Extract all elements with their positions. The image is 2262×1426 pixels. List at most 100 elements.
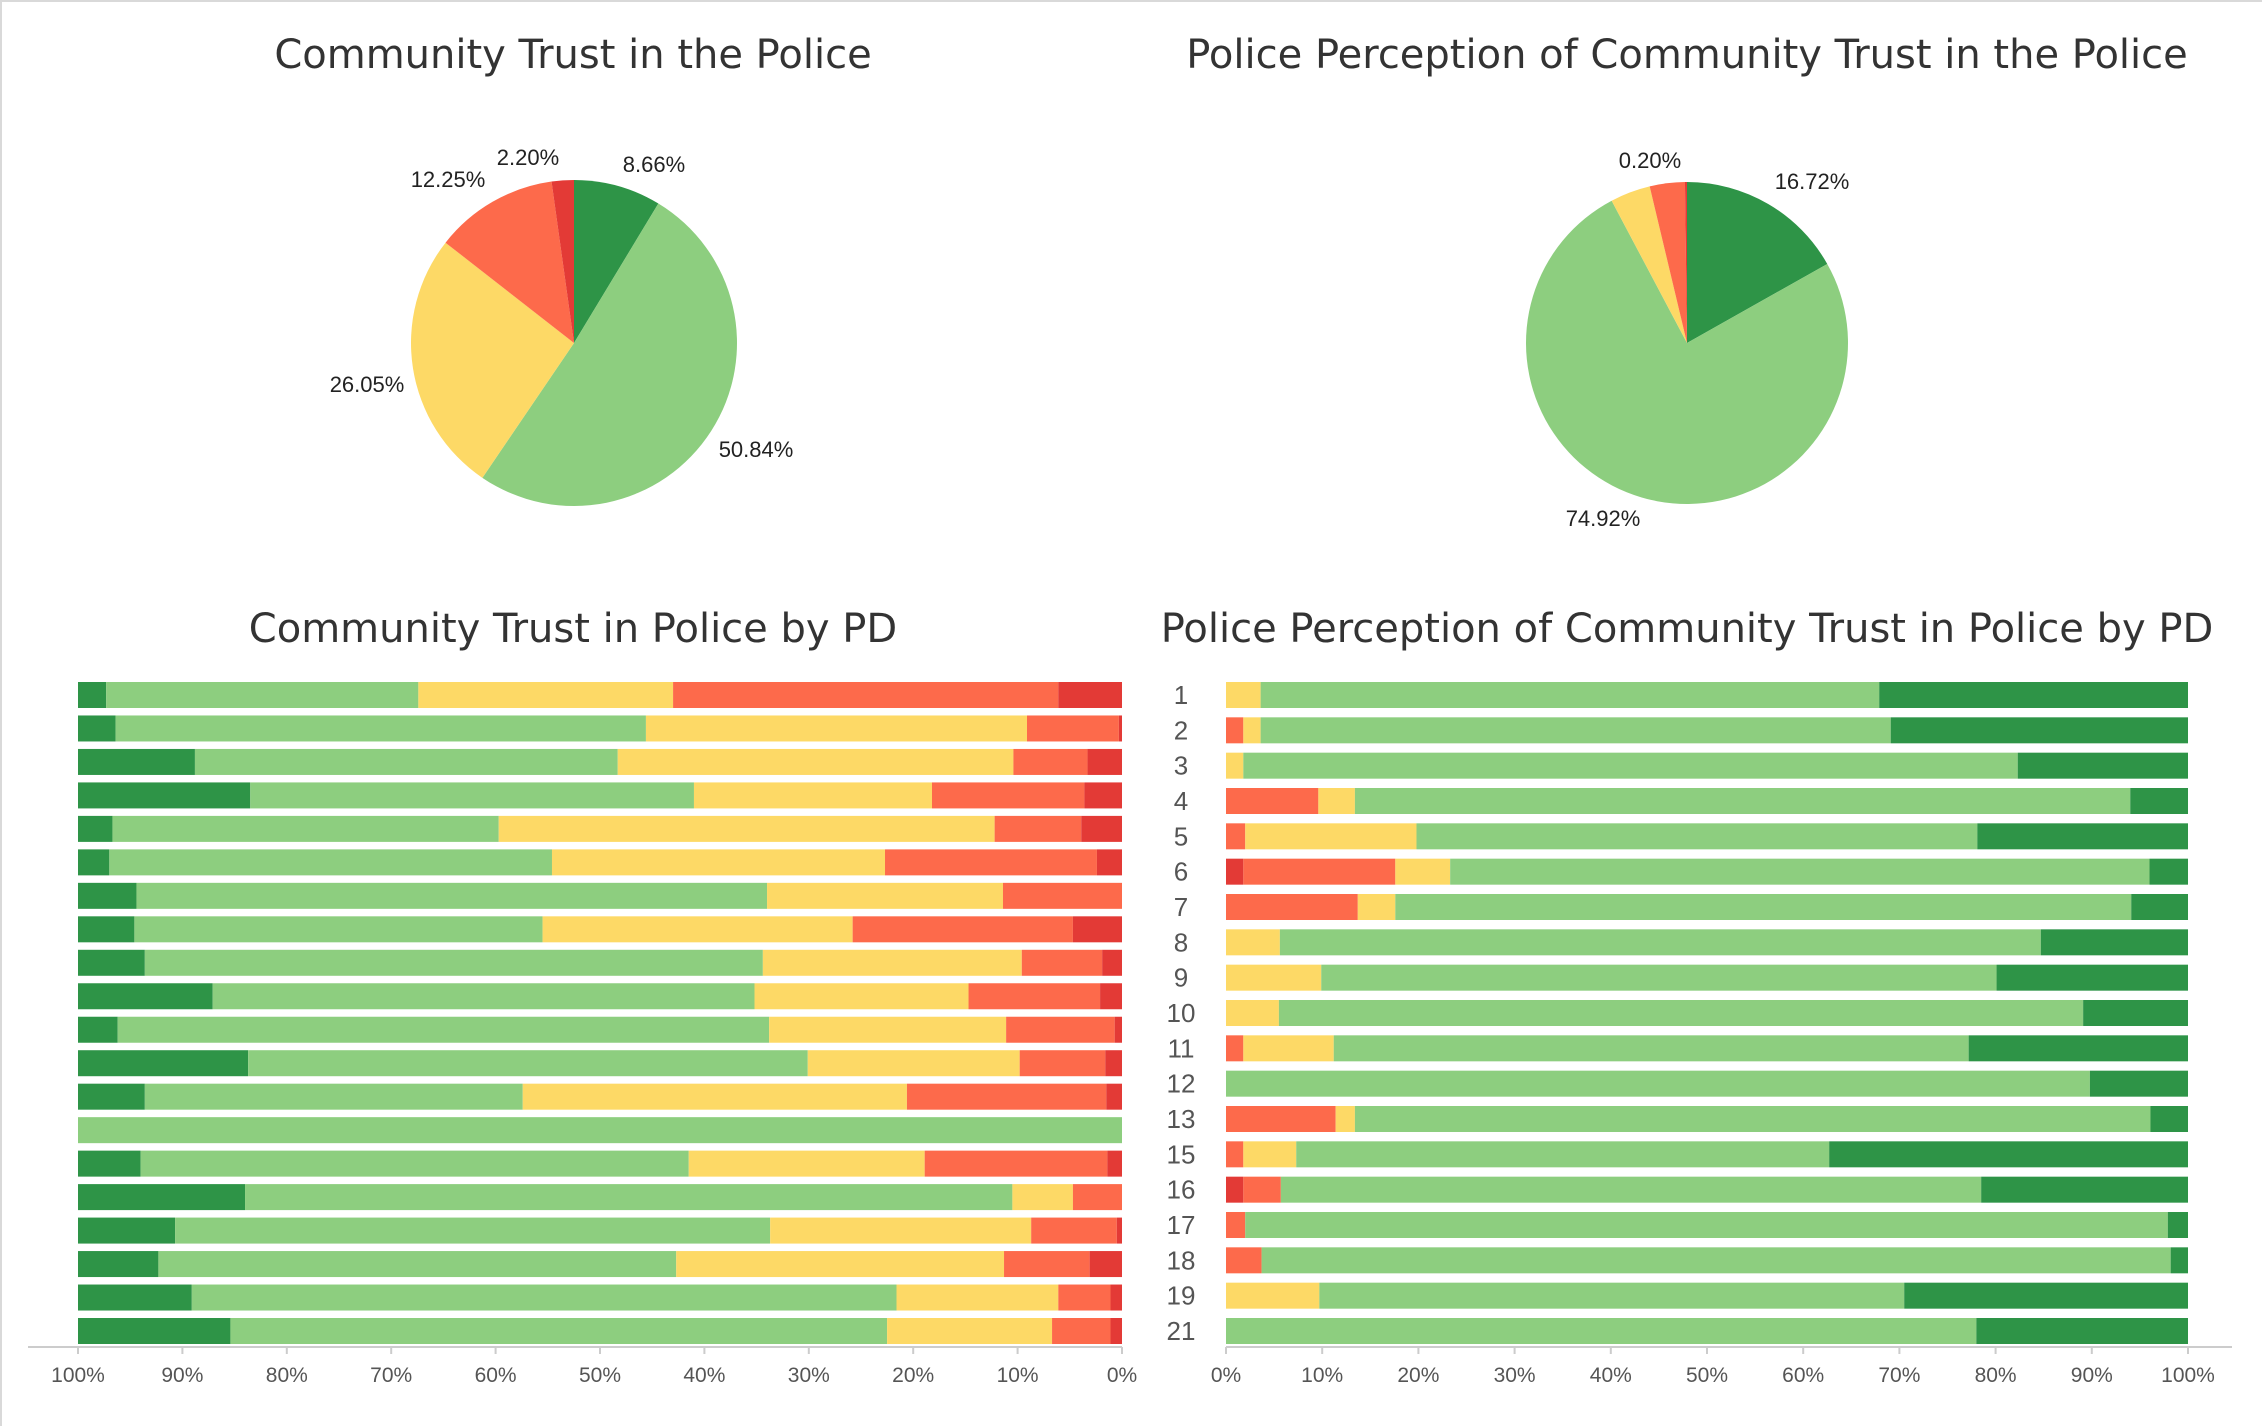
bar-segment-red bbox=[1089, 1251, 1122, 1278]
category-label: 12 bbox=[1167, 1069, 1196, 1099]
x-tick-label: 90% bbox=[2071, 1364, 2113, 1387]
bar-segment-yellow bbox=[617, 748, 1014, 775]
bar-segment-orange-red bbox=[1031, 1217, 1117, 1244]
bar-segment-red bbox=[1114, 1016, 1122, 1043]
bar-segment-orange-red bbox=[852, 916, 1073, 943]
bar-segment-yellow bbox=[1226, 1000, 1279, 1026]
bar-segment-dark-green bbox=[78, 1184, 246, 1211]
pie-slice-red bbox=[551, 180, 574, 343]
pie-data-label: 74.92% bbox=[1566, 506, 1641, 531]
bar-segment-yellow bbox=[1012, 1184, 1073, 1211]
bar-segment-light-green bbox=[1245, 1212, 2168, 1238]
bar-segment-light-green bbox=[134, 916, 543, 943]
police-pie-title: Police Perception of Community Trust in … bbox=[1186, 32, 2188, 78]
x-tick-label: 40% bbox=[1590, 1364, 1632, 1387]
category-label: 21 bbox=[1167, 1316, 1196, 1346]
bar-segment-orange-red bbox=[1226, 788, 1319, 814]
bar-segment-orange-red bbox=[924, 1150, 1108, 1177]
bar-segment-yellow bbox=[551, 849, 886, 876]
bar-segment-red bbox=[1081, 815, 1122, 842]
bar-segment-light-green bbox=[136, 882, 768, 909]
bar-segment-dark-green bbox=[78, 1150, 141, 1177]
bar-segment-light-green bbox=[1319, 1282, 1905, 1309]
bar-segment-light-green bbox=[144, 949, 763, 976]
bar-segment-yellow bbox=[1226, 964, 1322, 991]
bar-segment-yellow bbox=[1226, 682, 1261, 708]
category-label: 17 bbox=[1167, 1210, 1196, 1240]
bar-segment-red bbox=[1087, 748, 1122, 775]
bar-segment-orange-red bbox=[1006, 1016, 1115, 1043]
category-label: 9 bbox=[1174, 963, 1188, 993]
bar-segment-yellow bbox=[769, 1016, 1007, 1043]
bar-segment-light-green bbox=[115, 715, 646, 742]
bar-segment-orange-red bbox=[1019, 1050, 1106, 1077]
category-label: 16 bbox=[1167, 1175, 1196, 1205]
bar-segment-light-green bbox=[245, 1184, 1013, 1211]
bar-segment-dark-green bbox=[78, 849, 110, 876]
bar-segment-yellow bbox=[767, 882, 1003, 909]
bar-segment-dark-green bbox=[2149, 858, 2188, 885]
x-tick-label: 100% bbox=[2161, 1364, 2215, 1387]
bar-segment-yellow bbox=[1318, 788, 1355, 814]
bar-segment-light-green bbox=[248, 1050, 808, 1077]
pie-slice-yellow bbox=[1611, 186, 1687, 343]
x-tick-label: 20% bbox=[892, 1364, 934, 1387]
bar-segment-orange-red bbox=[1226, 1212, 1246, 1238]
bar-segment-red bbox=[1058, 682, 1122, 708]
bar-segment-orange-red bbox=[1226, 823, 1246, 850]
bar-segment-light-green bbox=[1260, 682, 1880, 708]
bar-segment-orange-red bbox=[1058, 1284, 1111, 1311]
pie-slice-light-green bbox=[1525, 200, 1848, 505]
bar-segment-light-green bbox=[1226, 1318, 1977, 1344]
bar-segment-orange-red bbox=[968, 983, 1101, 1010]
bar-segment-dark-green bbox=[2170, 1247, 2188, 1274]
bar-segment-light-green bbox=[230, 1318, 888, 1344]
bar-segment-light-green bbox=[212, 983, 755, 1010]
x-tick-label: 60% bbox=[1782, 1364, 1824, 1387]
bar-segment-light-green bbox=[1243, 752, 2018, 779]
bar-segment-yellow bbox=[1243, 717, 1261, 744]
x-tick-label: 50% bbox=[579, 1364, 621, 1387]
category-label: 5 bbox=[1174, 821, 1188, 851]
bar-segment-orange-red bbox=[1013, 748, 1088, 775]
bar-segment-light-green bbox=[1260, 717, 1891, 744]
bar-segment-yellow bbox=[542, 916, 853, 943]
bar-segment-dark-green bbox=[78, 1318, 231, 1344]
bar-segment-dark-green bbox=[2089, 1070, 2188, 1097]
pie-data-label: 0.20% bbox=[1619, 148, 1681, 173]
community-pie-title: Community Trust in the Police bbox=[274, 32, 871, 78]
pie-data-label: 12.25% bbox=[411, 167, 486, 192]
bar-segment-dark-green bbox=[1981, 1176, 2188, 1203]
bar-segment-red bbox=[1110, 1284, 1122, 1311]
bar-segment-orange-red bbox=[1226, 1247, 1262, 1274]
bar-segment-light-green bbox=[1279, 929, 2041, 956]
bar-segment-light-green bbox=[109, 849, 552, 876]
category-label: 8 bbox=[1174, 927, 1188, 957]
bar-segment-light-green bbox=[1280, 1176, 1982, 1203]
bar-segment-yellow bbox=[498, 815, 995, 842]
x-tick-label: 100% bbox=[51, 1364, 105, 1387]
category-label: 13 bbox=[1167, 1104, 1196, 1134]
x-tick-label: 20% bbox=[1397, 1364, 1439, 1387]
bar-segment-yellow bbox=[1245, 823, 1417, 850]
pie-slice-dark-green bbox=[1687, 182, 1828, 343]
bar-segment-yellow bbox=[1395, 858, 1451, 885]
bar-segment-dark-green bbox=[1904, 1282, 2188, 1309]
community-pie-chart: 8.66% 50.84% 26.05% 12.25% 2.20% bbox=[330, 145, 793, 506]
police-pie-chart: 16.72% 74.92% 0.20% bbox=[1525, 148, 1849, 531]
bar-segment-dark-green bbox=[1996, 964, 2188, 991]
bar-segment-red bbox=[1226, 858, 1244, 885]
bar-segment-dark-green bbox=[78, 1050, 249, 1077]
bar-segment-dark-green bbox=[2040, 929, 2188, 956]
bar-segment-orange-red bbox=[1072, 1184, 1122, 1211]
bar-segment-dark-green bbox=[1879, 682, 2188, 708]
pie-slice-orange-red bbox=[1649, 182, 1687, 343]
bar-segment-light-green bbox=[1261, 1247, 2171, 1274]
x-tick-label: 10% bbox=[1301, 1364, 1343, 1387]
x-tick-label: 50% bbox=[1686, 1364, 1728, 1387]
category-label: 19 bbox=[1167, 1281, 1196, 1311]
category-label: 3 bbox=[1174, 751, 1188, 781]
bar-segment-yellow bbox=[693, 782, 932, 809]
bar-segment-dark-green bbox=[78, 715, 116, 742]
community-bars-title: Community Trust in Police by PD bbox=[249, 606, 897, 652]
